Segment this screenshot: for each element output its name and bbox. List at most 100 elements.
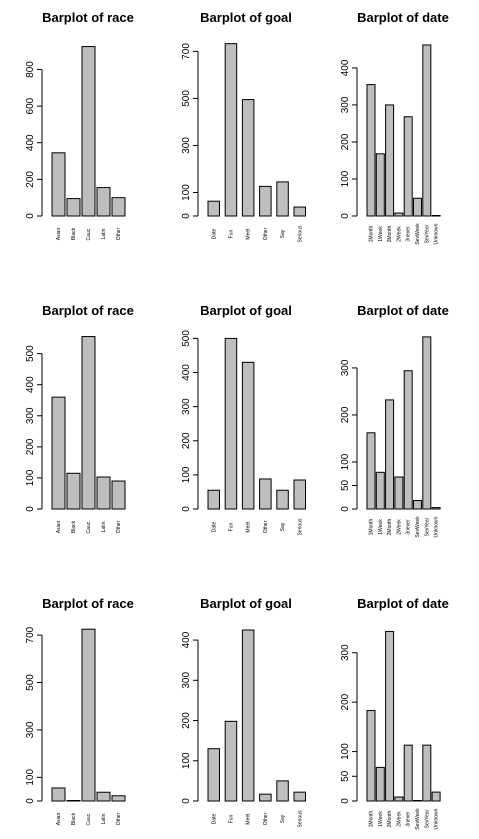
x-tick-label: 2Month (387, 225, 393, 242)
barplot-panel: Barplot of date 0 50 100 200 300 1Month 1Week 2M… (340, 303, 449, 538)
chart-title: Barplot of date (357, 10, 449, 25)
bar (224, 720, 238, 802)
x-tick-label: Unknown (434, 516, 440, 537)
y-tick-label: 400 (181, 631, 192, 648)
bar (96, 187, 111, 217)
y-tick-label: 800 (25, 61, 36, 78)
bar (81, 336, 96, 510)
x-tick-label: Asian (56, 521, 62, 534)
bar (111, 480, 126, 510)
bar (276, 181, 289, 217)
y-tick-label: 100 (340, 170, 351, 187)
bar (375, 153, 385, 217)
bar (293, 791, 306, 802)
bar (259, 185, 272, 217)
bar (403, 116, 413, 217)
y-tick-label: 0 (181, 798, 192, 804)
x-tick-label: Date (211, 229, 217, 240)
y-tick-label: 0 (181, 506, 192, 512)
y-tick-label: 0 (181, 213, 192, 219)
bar (81, 628, 96, 802)
chart-title: Barplot of race (42, 596, 134, 611)
x-tick-label: 3never (406, 811, 412, 827)
x-tick-label: Serious (297, 518, 303, 535)
x-tick-label: Other (116, 227, 122, 240)
bar (96, 476, 111, 510)
x-tick-label: Date (211, 522, 217, 533)
y-tick-label: 100 (181, 466, 192, 483)
x-tick-label: Fun (228, 814, 234, 823)
y-tick-label: 400 (25, 376, 36, 393)
bar (241, 629, 255, 802)
bar (394, 796, 404, 802)
bar (51, 396, 66, 510)
bar (111, 197, 126, 217)
barplot-panel: Barplot of goal 0 100 300 500 700 Date Fun Meet O… (181, 10, 306, 242)
bar (422, 744, 432, 802)
bar (276, 780, 289, 802)
x-tick-label: Other (263, 812, 269, 825)
bar (241, 99, 255, 217)
chart-title: Barplot of goal (200, 10, 292, 25)
bar (375, 471, 385, 510)
barplot-panel: Barplot of goal 0 100 200 300 400 500 Date Fun Me… (181, 303, 306, 535)
x-tick-label: Fun (228, 522, 234, 531)
y-tick-label: 200 (340, 693, 351, 710)
x-tick-label: 1Week (378, 226, 384, 242)
y-tick-label: 500 (181, 330, 192, 347)
bar (413, 800, 422, 802)
x-tick-label: SevYear (424, 224, 430, 243)
x-tick-label: 1Month (369, 810, 375, 827)
bar (422, 336, 432, 510)
x-tick-label: SevYear (424, 809, 430, 828)
barplot-panel: Barplot of race 0 100 200 300 400 500 Asian Blac… (25, 303, 134, 534)
x-tick-label: Other (116, 812, 122, 825)
y-tick-label: 0 (340, 506, 351, 512)
x-tick-label: Latin (101, 813, 107, 824)
x-tick-label: Cauc. (86, 520, 92, 533)
bar (207, 489, 220, 510)
x-tick-label: Fun (228, 229, 234, 238)
x-tick-label: Asian (56, 228, 62, 241)
x-tick-label: Cauc. (86, 227, 92, 240)
bar (276, 489, 289, 510)
y-tick-label: 300 (25, 407, 36, 424)
x-tick-label: Other (263, 227, 269, 240)
bar (366, 432, 376, 510)
x-tick-label: Latin (101, 228, 107, 239)
x-tick-label: Unknown (434, 808, 440, 829)
x-tick-label: Other (263, 520, 269, 533)
y-tick-label: 100 (340, 743, 351, 760)
y-tick-label: 200 (25, 438, 36, 455)
x-tick-label: SevWeek (415, 223, 421, 245)
bar (385, 104, 395, 217)
y-tick-label: 500 (181, 90, 192, 107)
barplot-panel: Barplot of race 0 200 400 600 800 Asian Black Ca… (25, 10, 134, 241)
barplot-panel: Barplot of goal 0 100 200 300 400 Date Fun Meet O… (181, 596, 306, 827)
x-tick-label: 2Month (387, 810, 393, 827)
bar (385, 630, 395, 802)
x-tick-label: 2Week (396, 811, 402, 827)
x-tick-label: SevWeek (415, 516, 421, 538)
bar (394, 476, 404, 510)
x-tick-label: Say (280, 229, 286, 238)
y-tick-label: 400 (181, 364, 192, 381)
x-tick-label: Latin (101, 521, 107, 532)
chart-title: Barplot of goal (200, 596, 292, 611)
bar (259, 793, 272, 802)
y-tick-label: 50 (340, 479, 351, 491)
bar (385, 399, 395, 510)
y-tick-label: 400 (340, 59, 351, 76)
y-tick-label: 200 (340, 406, 351, 423)
y-tick-label: 300 (340, 359, 351, 376)
y-tick-label: 300 (181, 137, 192, 154)
bar (413, 197, 422, 217)
bar (224, 43, 238, 217)
chart-title: Barplot of goal (200, 303, 292, 318)
y-tick-label: 700 (181, 43, 192, 60)
y-tick-label: 200 (25, 171, 36, 188)
chart-title: Barplot of date (357, 303, 449, 318)
x-tick-label: Asian (56, 813, 62, 826)
chart-title: Barplot of date (357, 596, 449, 611)
x-tick-label: Unknown (434, 223, 440, 244)
